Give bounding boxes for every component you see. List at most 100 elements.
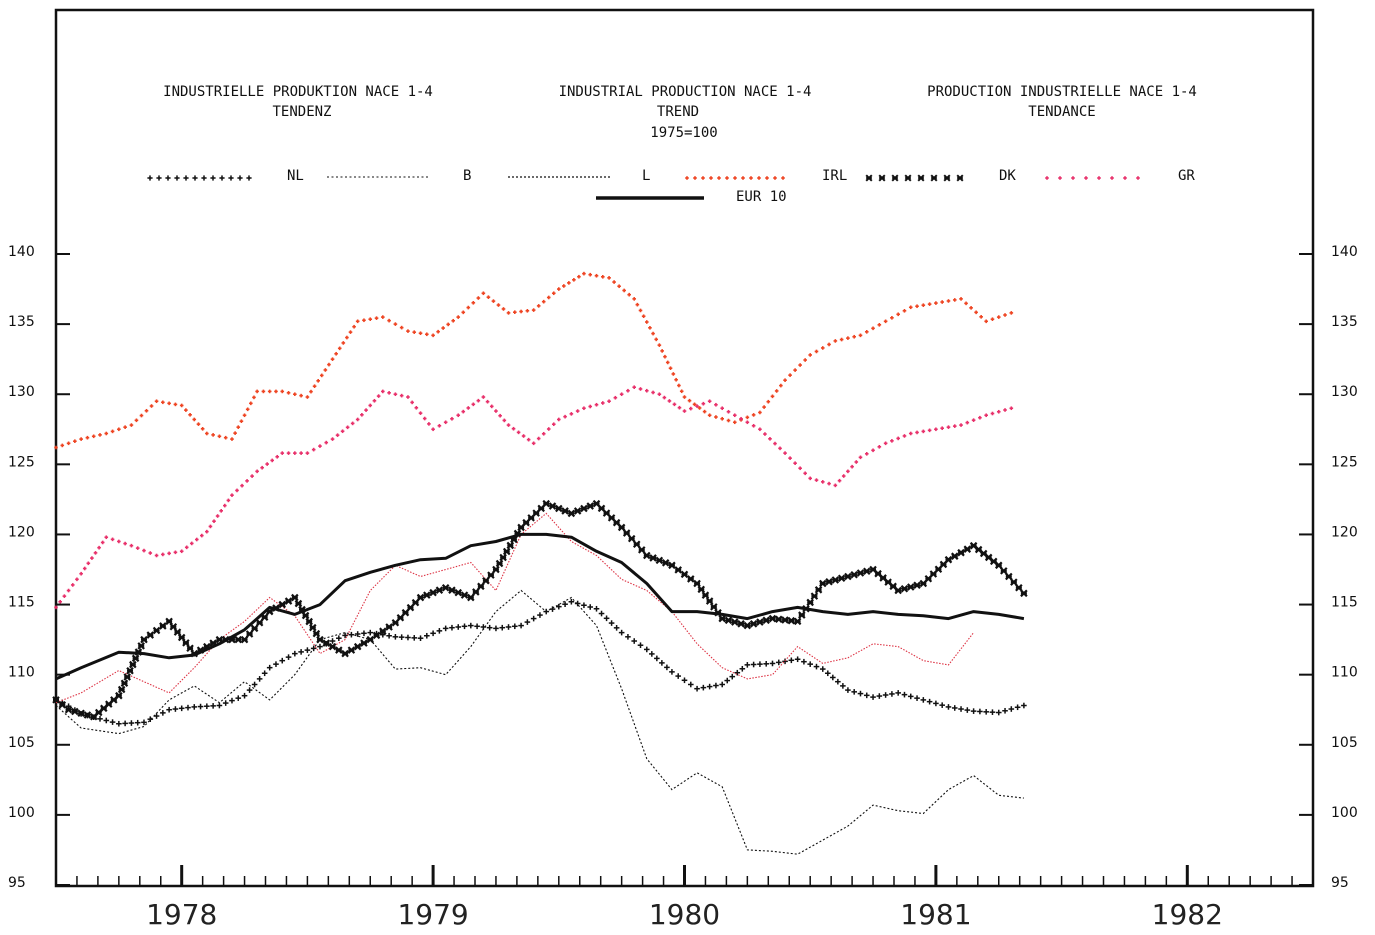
series-point-nl <box>411 635 418 641</box>
series-point-irl <box>293 392 297 397</box>
series-point-nl <box>367 629 374 636</box>
series-point-nl <box>185 704 191 711</box>
series-point-irl <box>341 341 346 345</box>
series-point-nl <box>669 669 675 675</box>
series-point-nl <box>750 661 757 668</box>
series-point-irl <box>461 310 466 315</box>
series-point-gr <box>688 406 693 411</box>
series-point-irl <box>632 297 637 301</box>
series-gr <box>54 385 1014 610</box>
series-point-nl <box>649 651 655 657</box>
y-tick-label-left: 115 <box>8 595 35 611</box>
series-point-dk <box>234 635 243 644</box>
series-point-irl <box>330 357 335 361</box>
series-point-gr <box>551 422 556 427</box>
series-point-gr <box>58 599 62 604</box>
series-point-gr <box>240 483 244 488</box>
series-point-dk <box>129 660 137 669</box>
series-point-dk <box>862 567 871 576</box>
series-point-irl <box>607 276 611 280</box>
series-point-dk <box>316 635 324 644</box>
series-point-dk <box>837 574 846 583</box>
series-point-nl <box>807 661 813 667</box>
title-en-line2: TREND <box>657 104 699 120</box>
series-point-irl <box>149 404 154 408</box>
series-point-irl <box>431 333 435 338</box>
series-point-irl <box>617 284 621 289</box>
series-point-irl <box>436 329 440 334</box>
y-tick-label-left: 100 <box>8 805 35 821</box>
series-point-nl <box>568 598 575 605</box>
series-point-nl <box>794 656 801 663</box>
series-point-irl <box>98 433 102 437</box>
series-point-gr <box>726 409 731 414</box>
series-point-nl <box>618 629 625 636</box>
series-point-irl <box>167 401 171 406</box>
y-tick-label-left: 135 <box>8 314 35 330</box>
y-tick-label-left: 130 <box>8 384 35 400</box>
series-point-gr <box>265 462 269 466</box>
series-eur10 <box>55 532 1025 681</box>
series-point-gr <box>54 605 58 610</box>
series-point-gr <box>219 509 224 513</box>
series-point-gr <box>194 537 199 542</box>
series-point-nl <box>1002 707 1008 714</box>
series-point-dk <box>117 685 126 694</box>
series-point-gr <box>222 503 227 508</box>
series-point-irl <box>1003 313 1007 317</box>
series-point-gr <box>751 423 756 428</box>
series-point-nl <box>914 695 920 701</box>
series-point-nl <box>643 646 650 653</box>
series-point-irl <box>305 395 310 399</box>
series-point-irl <box>316 379 320 383</box>
series-point-gr <box>399 393 404 398</box>
series-point-nl <box>442 625 449 632</box>
series-point-nl <box>593 605 600 612</box>
series-point-gr <box>161 552 165 557</box>
series-point-nl <box>392 634 399 640</box>
series-point-nl <box>204 703 210 710</box>
series-point-gr <box>66 588 71 593</box>
series-point-gr <box>387 391 391 395</box>
series-point-gr <box>546 427 551 431</box>
series-point-nl <box>172 706 179 712</box>
series-point-nl <box>801 658 807 665</box>
series-point-dk <box>83 711 92 719</box>
series-point-gr <box>768 437 772 441</box>
series-point-nl <box>556 603 562 610</box>
series-point-irl <box>54 445 58 450</box>
series-point-irl <box>299 393 303 398</box>
series-point-gr <box>226 498 231 503</box>
series-point-dk <box>1015 583 1023 592</box>
series-point-nl <box>342 632 348 639</box>
series-point-dk <box>460 591 469 599</box>
series-point-nl <box>147 716 154 722</box>
series-point-nl <box>681 677 688 684</box>
series-point-gr <box>965 420 970 425</box>
series-point-nl <box>637 642 644 649</box>
legend-label-eur10: EUR 10 <box>736 189 787 205</box>
legend-label-l: L <box>642 168 650 184</box>
series-point-irl <box>233 431 237 435</box>
series-point-gr <box>393 392 398 397</box>
series-point-gr <box>86 561 91 566</box>
series-point-irl <box>702 409 707 414</box>
series-point-nl <box>824 670 831 677</box>
series-point-gr <box>864 452 869 456</box>
series-point-irl <box>758 410 762 415</box>
series-point-irl <box>139 413 144 418</box>
series-point-dk <box>152 626 161 635</box>
series-point-dk <box>743 621 752 630</box>
series-point-irl <box>486 295 491 299</box>
series-point-irl <box>720 416 725 421</box>
series-point-nl <box>845 687 851 693</box>
series-point-gr <box>406 395 410 399</box>
y-tick-label-left: 140 <box>8 244 35 260</box>
series-point-irl <box>927 302 932 306</box>
series-point-dk <box>115 691 123 700</box>
series-point-gr <box>990 411 995 416</box>
series-point-irl <box>245 407 250 412</box>
axes: 95 95 100 100 105 105 110 110 115 115 120 120 125 125… <box>8 244 1358 931</box>
series-point-nl <box>128 720 135 726</box>
series-point-nl <box>116 720 122 727</box>
